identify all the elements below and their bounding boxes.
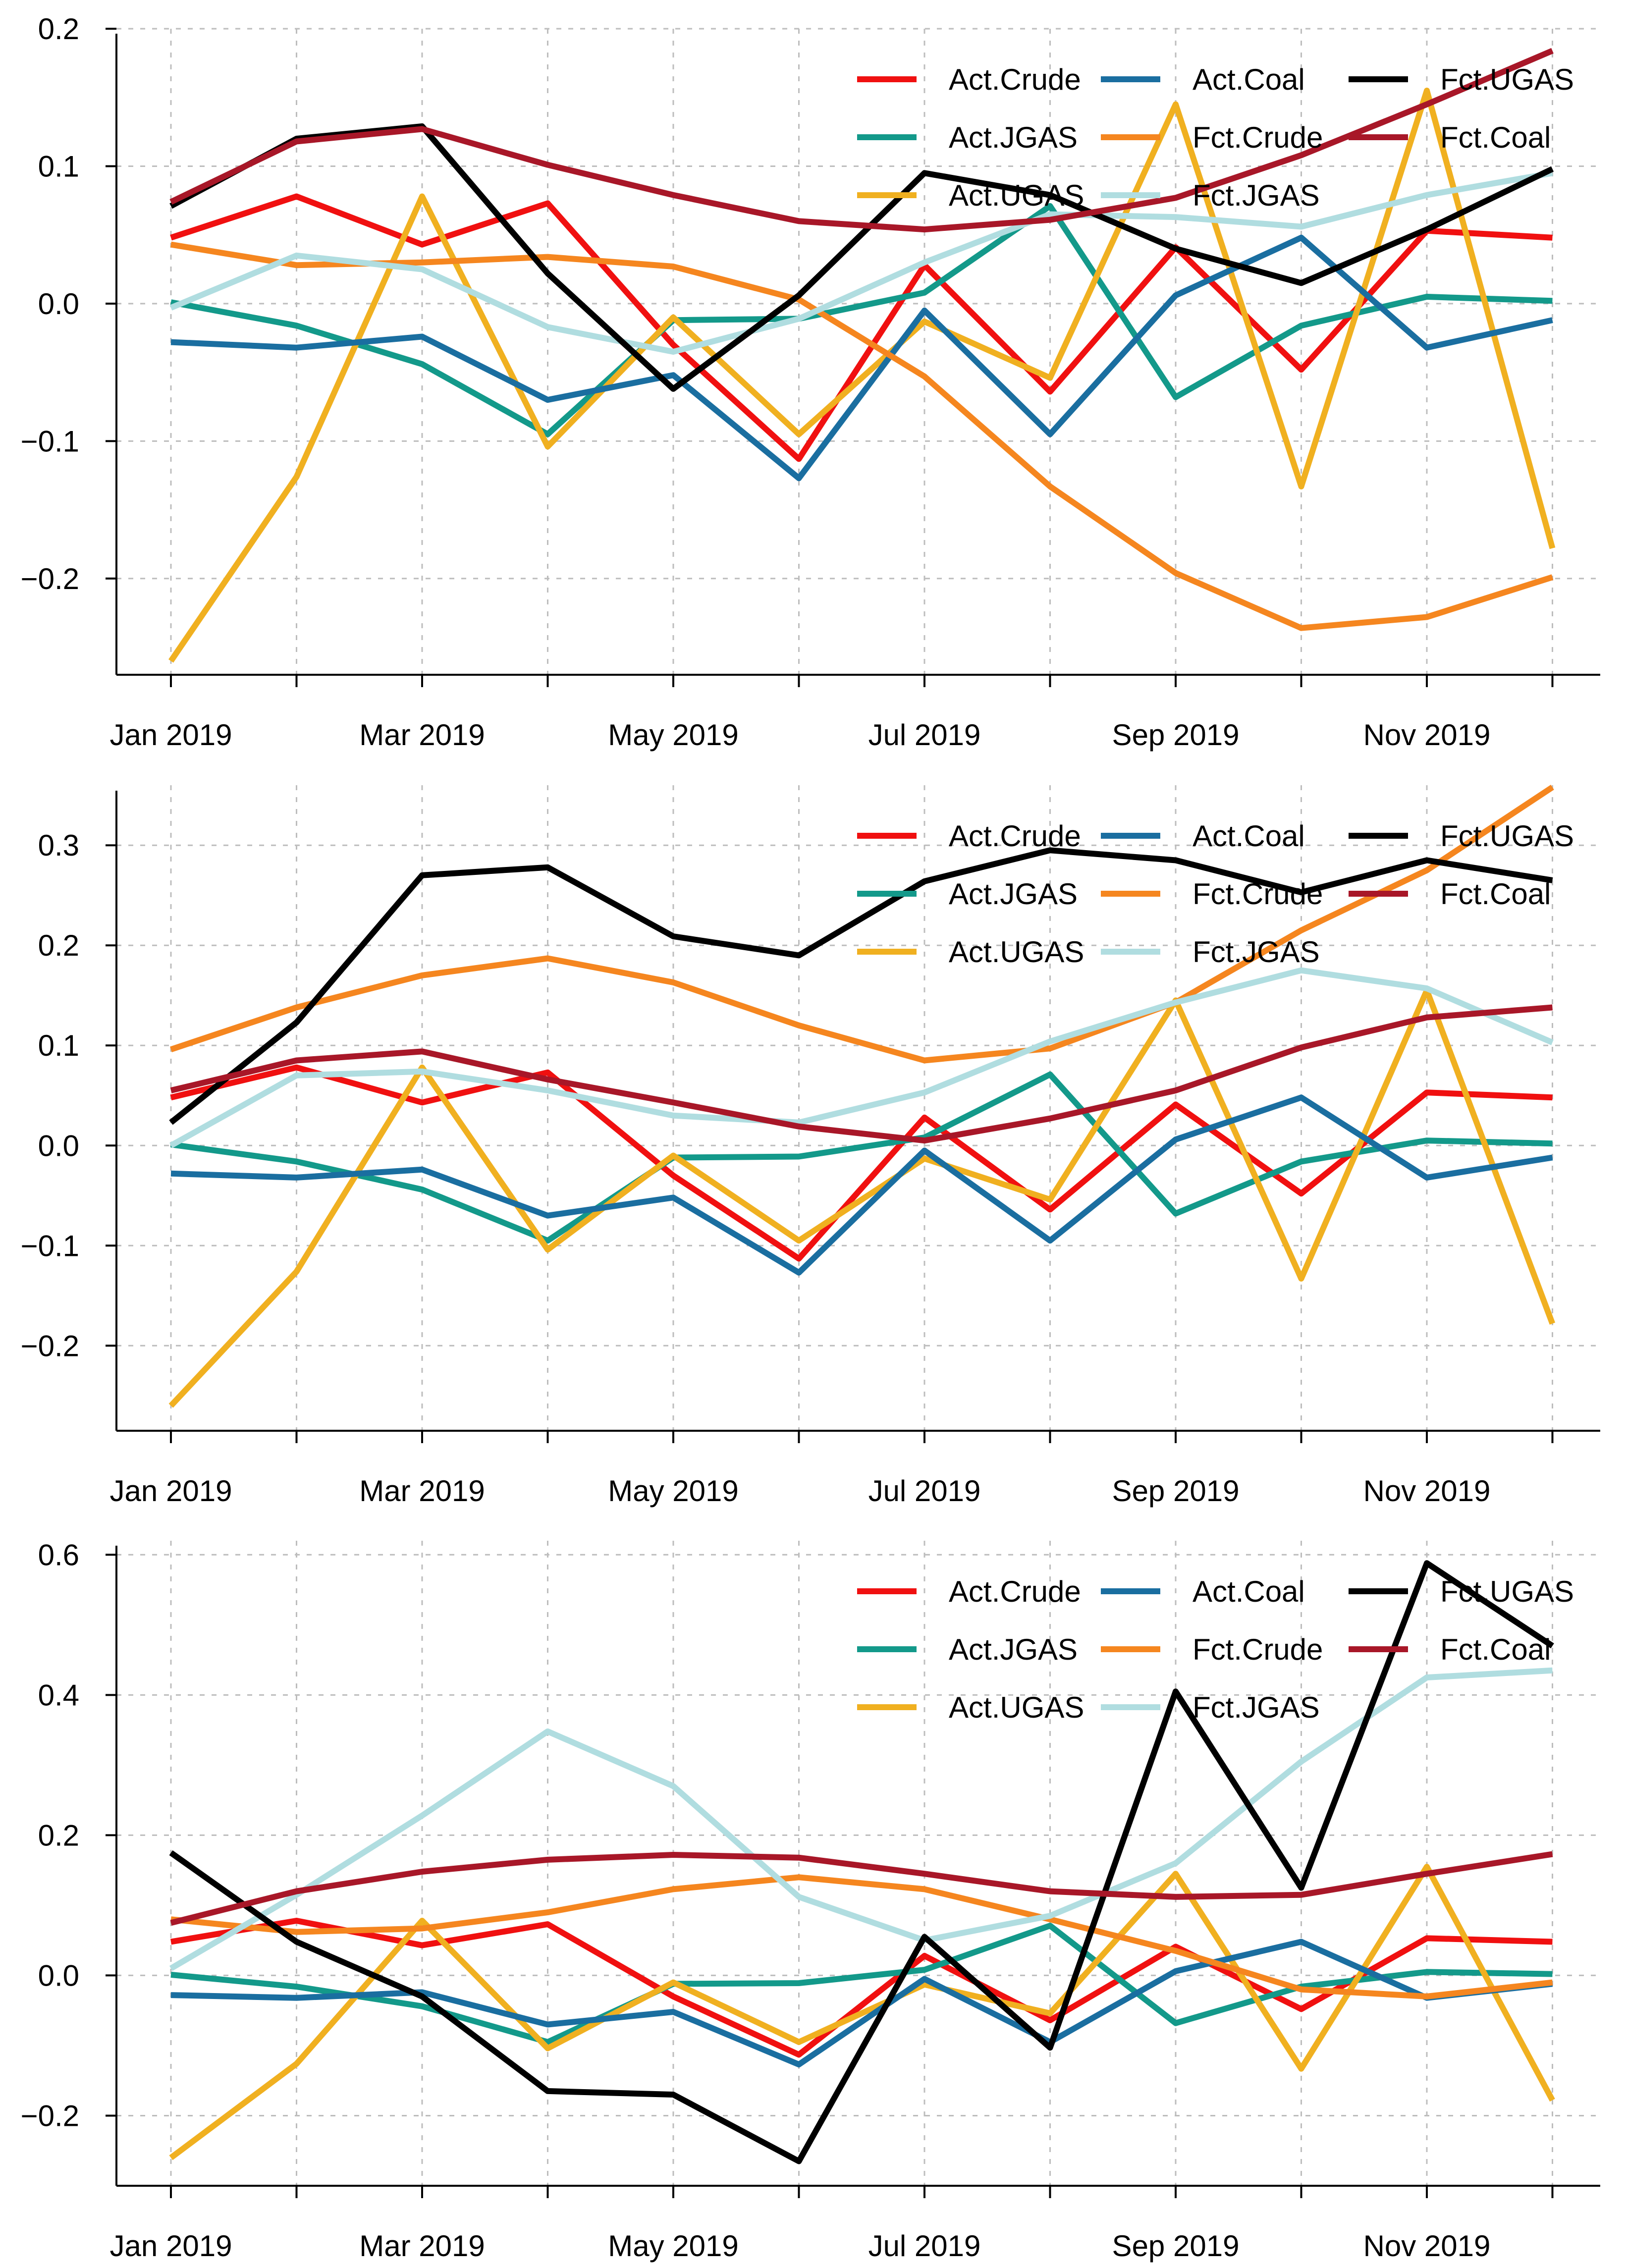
- legend-label-fct-jgas: Fct.JGAS: [1192, 935, 1320, 969]
- y-tick-label: 0.2: [38, 12, 79, 46]
- x-tick-label: Sep 2019: [1112, 2229, 1240, 2263]
- legend-label-fct-crude: Fct.Crude: [1192, 1633, 1323, 1666]
- series-line-fct-jgas: [169, 967, 1554, 1148]
- legend-label-act-coal: Act.Coal: [1192, 63, 1305, 96]
- legend-label-act-jgas: Act.JGAS: [949, 121, 1078, 154]
- chart-panel-1: −0.2 −0.1 0.0 0.1 0.2 Jan 2019 Mar 2019 May 201…: [21, 12, 1600, 752]
- legend-label-fct-coal: Fct.Coal: [1440, 121, 1551, 154]
- series-line-act-coal: [170, 1939, 1553, 2068]
- y-tick-label: 0.0: [38, 287, 79, 321]
- legend: Act.Crude Act.JGAS Act.UGAS Act.Coal Fct.Cru…: [857, 63, 1574, 212]
- legend-label-fct-crude: Fct.Crude: [1192, 877, 1323, 911]
- y-tick-label: 0.4: [38, 1678, 79, 1712]
- series-line-fct-crude: [170, 784, 1554, 1064]
- series-line-fct-jgas: [169, 170, 1553, 355]
- legend-label-act-ugas: Act.UGAS: [949, 179, 1084, 212]
- series-line-fct-jgas: [169, 1667, 1553, 1971]
- legend-label-fct-coal: Fct.Coal: [1440, 877, 1551, 911]
- x-tick-label: Jan 2019: [110, 718, 232, 752]
- legend-label-fct-ugas: Fct.UGAS: [1440, 819, 1574, 853]
- x-tick-label: Jan 2019: [110, 2229, 232, 2263]
- series-line-fct-ugas: [169, 1560, 1554, 2164]
- series-line-fct-crude: [170, 1874, 1553, 1999]
- series-line-act-jgas: [170, 1071, 1553, 1244]
- legend-label-act-coal: Act.Coal: [1192, 819, 1305, 853]
- legend-label-act-jgas: Act.JGAS: [949, 1633, 1078, 1666]
- legend-label-fct-jgas: Fct.JGAS: [1192, 1691, 1320, 1724]
- y-tick-label: 0.1: [38, 1029, 79, 1062]
- series-line-act-ugas: [168, 87, 1556, 663]
- series-line-fct-ugas: [169, 847, 1553, 1125]
- legend-label-fct-crude: Fct.Crude: [1192, 121, 1323, 154]
- y-tick-label: −0.2: [21, 2099, 79, 2132]
- chart-panel-2: −0.2 −0.1 0.0 0.1 0.2 0.3 Jan 2019 Mar 2019 May …: [21, 784, 1600, 1508]
- legend-label-fct-coal: Fct.Coal: [1440, 1633, 1551, 1666]
- y-tick-label: −0.1: [21, 425, 79, 458]
- y-tick-label: 0.2: [38, 929, 79, 962]
- x-tick-label: Nov 2019: [1363, 2229, 1491, 2263]
- series-line-act-coal: [170, 1094, 1553, 1276]
- y-tick-label: −0.1: [21, 1229, 79, 1262]
- x-tick-label: Mar 2019: [359, 718, 485, 752]
- legend-label-act-crude: Act.Crude: [949, 819, 1081, 853]
- x-tick-label: May 2019: [608, 1474, 739, 1508]
- series-line-fct-coal: [170, 1004, 1553, 1144]
- x-tick-label: May 2019: [608, 718, 739, 752]
- legend-label-act-crude: Act.Crude: [949, 63, 1081, 96]
- chart-panel-3: −0.2 0.0 0.2 0.4 0.6 Jan 2019 Mar 2019 May 2019…: [21, 1538, 1600, 2263]
- x-tick-label: Jan 2019: [110, 1474, 232, 1508]
- legend: Act.Crude Act.JGAS Act.UGAS Act.Coal Fct.Cru…: [857, 819, 1574, 969]
- y-tick-label: 0.2: [38, 1819, 79, 1852]
- series-line-act-coal: [170, 234, 1553, 482]
- y-tick-label: 0.3: [38, 829, 79, 862]
- y-tick-label: −0.2: [21, 1329, 79, 1362]
- series-line-act-jgas: [170, 1923, 1553, 2045]
- series-line-act-ugas: [169, 1864, 1555, 2160]
- x-tick-label: Jul 2019: [868, 2229, 981, 2263]
- y-tick-label: −0.2: [21, 562, 79, 595]
- legend-label-fct-ugas: Fct.UGAS: [1440, 1575, 1574, 1608]
- legend-label-act-crude: Act.Crude: [949, 1575, 1081, 1608]
- x-tick-label: Jul 2019: [868, 1474, 981, 1508]
- series-line-act-jgas: [170, 203, 1553, 437]
- legend-label-act-jgas: Act.JGAS: [949, 877, 1078, 911]
- legend-label-act-ugas: Act.UGAS: [949, 935, 1084, 969]
- legend-label-fct-ugas: Fct.UGAS: [1440, 63, 1574, 96]
- series-line-fct-coal: [169, 48, 1554, 233]
- legend: Act.Crude Act.JGAS Act.UGAS Act.Coal Fct.Cru…: [857, 1575, 1574, 1724]
- y-tick-label: 0.0: [38, 1129, 79, 1162]
- series-line-act-ugas: [168, 987, 1556, 1408]
- y-tick-label: 0.6: [38, 1538, 79, 1571]
- x-tick-label: Jul 2019: [868, 718, 981, 752]
- x-tick-label: Sep 2019: [1112, 1474, 1240, 1508]
- legend-label-fct-jgas: Fct.JGAS: [1192, 179, 1320, 212]
- y-tick-label: 0.1: [38, 150, 79, 183]
- series-line-fct-crude: [170, 241, 1554, 631]
- y-tick-label: 0.0: [38, 1959, 79, 1992]
- legend-label-act-coal: Act.Coal: [1192, 1575, 1305, 1608]
- series-line-fct-coal: [170, 1851, 1553, 1926]
- x-tick-label: Nov 2019: [1363, 718, 1491, 752]
- x-tick-label: Mar 2019: [359, 2229, 485, 2263]
- x-tick-label: May 2019: [608, 2229, 739, 2263]
- legend-label-act-ugas: Act.UGAS: [949, 1691, 1084, 1724]
- x-tick-label: Mar 2019: [359, 1474, 485, 1508]
- x-tick-label: Sep 2019: [1112, 718, 1240, 752]
- x-tick-label: Nov 2019: [1363, 1474, 1491, 1508]
